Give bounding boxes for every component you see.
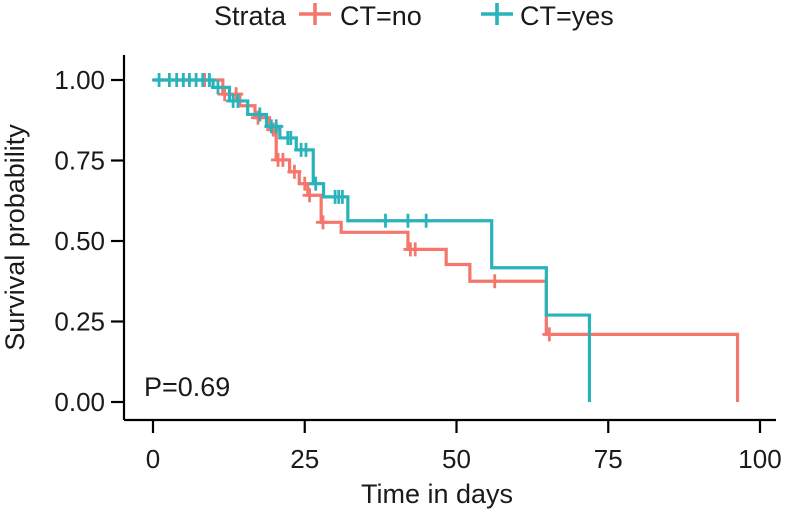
x-tick-label: 25 bbox=[290, 444, 319, 474]
x-tick-label: 0 bbox=[146, 444, 160, 474]
legend-label-ct-no: CT=no bbox=[340, 1, 422, 31]
p-value-annotation: P=0.69 bbox=[144, 372, 230, 402]
y-tick-label: 0.25 bbox=[54, 307, 105, 337]
km-curve-ct-yes bbox=[153, 78, 592, 402]
x-tick-label: 75 bbox=[594, 444, 623, 474]
legend-title: Strata bbox=[214, 1, 287, 31]
y-tick-label: 1.00 bbox=[54, 65, 105, 95]
y-tick-label: 0.50 bbox=[54, 226, 105, 256]
km-curve-ct-no bbox=[153, 78, 740, 402]
x-tick-label: 50 bbox=[442, 444, 471, 474]
y-tick-label: 0.00 bbox=[54, 387, 105, 417]
x-tick-label: 100 bbox=[738, 444, 781, 474]
x-axis-title: Time in days bbox=[361, 479, 513, 509]
y-tick-label: 0.75 bbox=[54, 146, 105, 176]
legend-label-ct-yes: CT=yes bbox=[520, 1, 614, 31]
y-axis-title: Survival probability bbox=[0, 124, 30, 351]
